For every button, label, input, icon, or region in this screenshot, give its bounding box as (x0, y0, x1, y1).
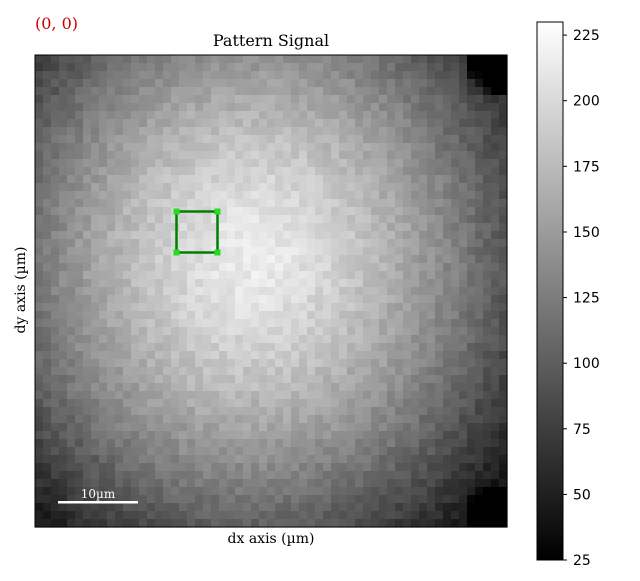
colorbar-tick-label: 50 (573, 487, 591, 503)
roi-handle-bottom-right[interactable] (214, 249, 221, 256)
colorbar-tick-label: 175 (573, 159, 600, 175)
roi-rectangle[interactable] (175, 210, 219, 254)
roi-rectangle-widget[interactable] (173, 208, 221, 256)
plot-frame (34, 54, 508, 528)
colorbar: 25 50 75 100 125 150 175 200 225 (536, 21, 600, 569)
colorbar-tick-label: 125 (573, 291, 600, 307)
colorbar-gradient (536, 21, 564, 561)
cursor-coordinate-readout: (0, 0) (35, 14, 79, 33)
colorbar-tick-label: 200 (573, 94, 600, 110)
scale-bar: 10µm (58, 487, 138, 504)
colorbar-tick-label: 150 (573, 225, 600, 241)
colorbar-ticks: 25 50 75 100 125 150 175 200 225 (563, 28, 600, 569)
colorbar-tick-label: 100 (573, 356, 600, 372)
colorbar-tick-label: 75 (573, 422, 591, 438)
x-axis-label: dx axis (µm) (227, 531, 315, 547)
signal-heatmap[interactable] (35, 55, 508, 528)
roi-handle-top-right[interactable] (214, 208, 221, 215)
colorbar-tick-label: 225 (573, 28, 600, 44)
scale-bar-label: 10µm (81, 487, 116, 501)
colorbar-tick-label: 25 (573, 553, 591, 569)
roi-handle-top-left[interactable] (173, 208, 180, 215)
plot-title: Pattern Signal (212, 31, 330, 50)
scale-bar-line (58, 501, 138, 504)
roi-handle-bottom-left[interactable] (173, 249, 180, 256)
